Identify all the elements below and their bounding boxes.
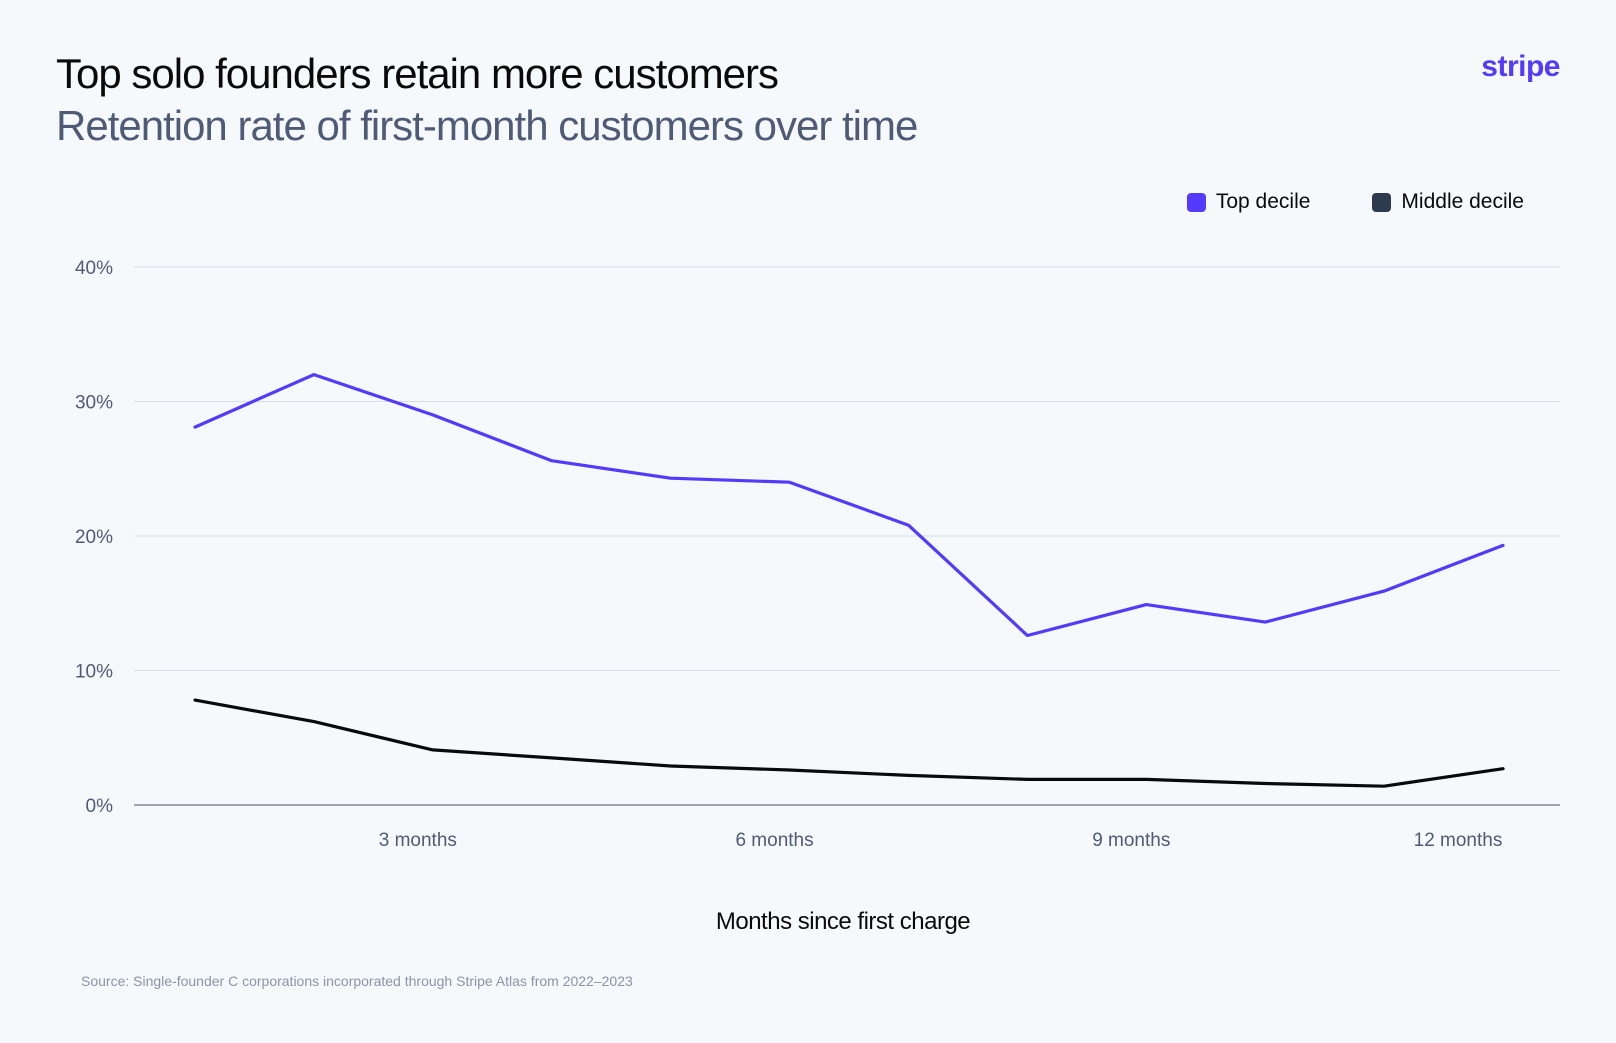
y-tick-label: 20% xyxy=(75,527,113,548)
legend-item-middle-decile: Middle decile xyxy=(1372,190,1524,214)
stripe-logo: stripe xyxy=(1481,50,1560,83)
series-line-top-decile xyxy=(193,373,1505,638)
source-note: Source: Single-founder C corporations in… xyxy=(81,973,633,989)
legend-item-top-decile: Top decile xyxy=(1186,190,1311,214)
x-tick-label: 6 months xyxy=(735,830,813,851)
legend-swatch-middle-decile xyxy=(1372,192,1392,212)
chart-subtitle: Retention rate of first-month customers … xyxy=(56,102,918,149)
y-tick-label: 30% xyxy=(75,393,113,414)
x-axis-ticks: 3 months 6 months 9 months 12 months xyxy=(379,830,1503,851)
series-line-middle-decile xyxy=(193,698,1505,788)
grid-lines xyxy=(134,266,1560,806)
x-axis-label: Months since first charge xyxy=(716,908,970,935)
y-tick-label: 0% xyxy=(86,796,114,817)
chart-title: Top solo founders retain more customers xyxy=(56,50,779,97)
x-tick-label: 12 months xyxy=(1414,830,1503,851)
legend-label-middle-decile: Middle decile xyxy=(1401,190,1524,213)
y-tick-label: 10% xyxy=(75,662,113,683)
y-tick-label: 40% xyxy=(75,258,113,279)
legend-label-top-decile: Top decile xyxy=(1215,190,1311,213)
x-tick-label: 9 months xyxy=(1092,830,1170,851)
chart-legend: Top decile Middle decile xyxy=(1186,190,1524,214)
x-tick-label: 3 months xyxy=(379,830,457,851)
series-lines xyxy=(193,373,1505,788)
legend-swatch-top-decile xyxy=(1186,192,1206,212)
y-axis-ticks: 0% 10% 20% 30% 40% xyxy=(75,258,113,817)
